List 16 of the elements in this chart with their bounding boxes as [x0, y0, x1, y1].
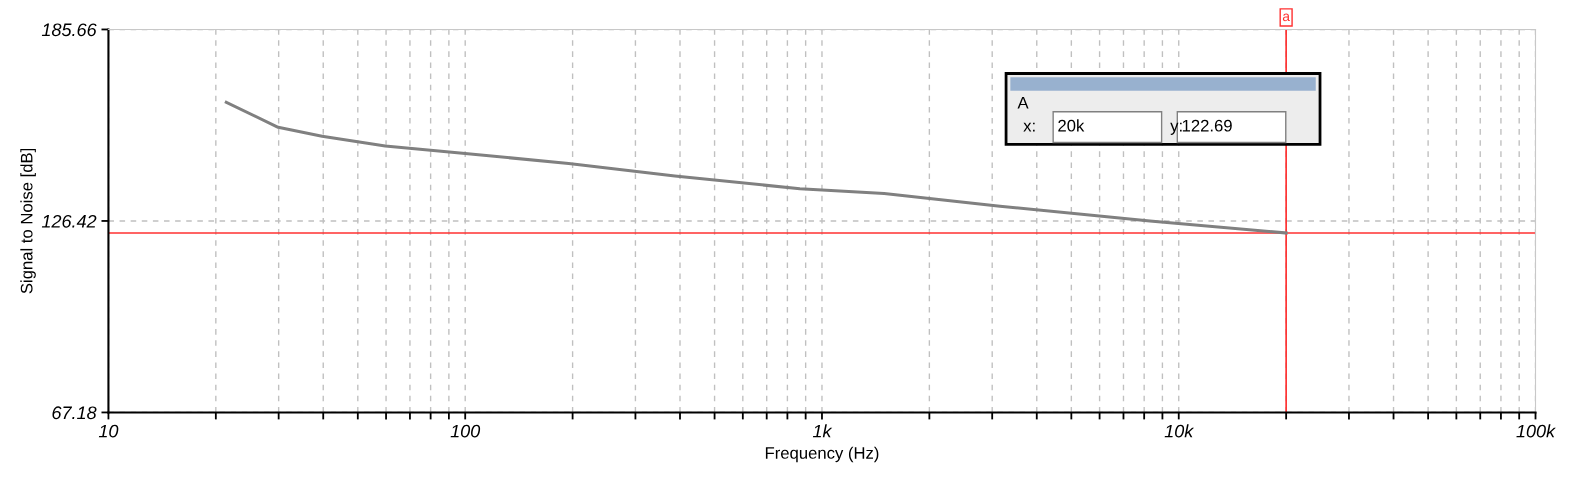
ref-line-label: a: [1282, 13, 1290, 22]
x-tick-label: 100k: [1516, 424, 1556, 438]
annotation: 122.69: [1182, 119, 1232, 132]
annotation: A: [1017, 96, 1029, 109]
x-tick-label: 1k: [812, 424, 833, 438]
y-tick-label: 185.66: [41, 23, 97, 37]
y-tick-label: 67.18: [52, 406, 97, 420]
x-tick-label: 10k: [1164, 424, 1195, 438]
annotation: y:: [1170, 122, 1182, 135]
annotation: x:: [1023, 122, 1035, 132]
x-tick-label: 10: [98, 424, 119, 438]
y-axis-title: Signal to Noise [dB]: [20, 148, 36, 294]
x-tick-label: 100: [450, 424, 481, 438]
annotation: 20k: [1058, 119, 1085, 132]
x-axis-title: Frequency (Hz): [765, 446, 879, 463]
y-tick-label: 126.42: [41, 214, 97, 228]
